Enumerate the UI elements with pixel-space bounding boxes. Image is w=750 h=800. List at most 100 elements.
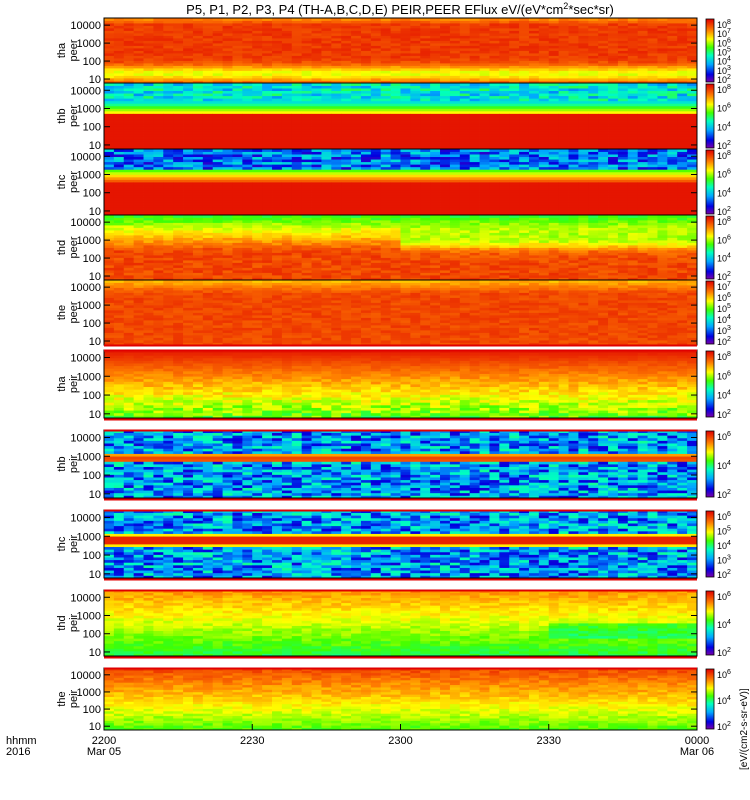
- x-tick-date: Mar 05: [87, 746, 121, 758]
- panel-thd-peer: 10 100 1000 10000 thdpeer 102 104 106 108: [56, 214, 731, 283]
- colorbar-tick-label: 108: [717, 84, 731, 95]
- spectrogram-the-peer: [104, 280, 698, 346]
- colorbar-tick-label: 106: [717, 169, 731, 180]
- spectrogram-thc-peir: [104, 510, 698, 579]
- panel-separator: [104, 344, 697, 352]
- y-tick-label: 10000: [70, 282, 101, 294]
- y-tick-label: 10: [89, 721, 101, 733]
- y-tick-label: 10: [89, 489, 101, 501]
- colorbar-tick-label: 102: [717, 647, 731, 658]
- colorbar-thb-peer: [705, 83, 715, 149]
- y-tick-label: 1000: [77, 451, 101, 463]
- y-tick-label: 10: [89, 569, 101, 581]
- x-tick-label: 2230: [240, 735, 264, 747]
- colorbar-tick-label: 106: [717, 292, 731, 303]
- colorbar-tick-label: 108: [717, 150, 731, 161]
- panel-separator: [104, 578, 697, 592]
- colorbar-unit-label: [eV/(cm2-s-sr-eV)]: [739, 688, 750, 770]
- x-tick-label: 2200: [92, 735, 116, 747]
- colorbar-tick-label: 102: [717, 409, 731, 420]
- panel-label-thb-peir: thbpeir: [56, 454, 80, 473]
- y-tick-label: 10000: [70, 352, 101, 364]
- y-tick-label: 1000: [77, 610, 101, 622]
- colorbar-tick-label: 104: [717, 460, 731, 471]
- y-tick-label: 10: [89, 409, 101, 421]
- spectrogram-thd-peer: [104, 215, 698, 281]
- y-tick-label: 10000: [70, 217, 101, 229]
- colorbar-tick-label: 104: [717, 253, 731, 264]
- colorbar-tick-label: 103: [717, 555, 731, 566]
- y-tick-label: 10: [89, 271, 101, 283]
- colorbar-tick-label: 106: [717, 511, 731, 522]
- y-tick-label: 10: [89, 140, 101, 152]
- panel-thb-peer: 10 100 1000 10000 thbpeer 102 104 106 108: [56, 82, 731, 152]
- y-tick-label: 10: [89, 336, 101, 348]
- y-tick-label: 100: [83, 550, 101, 562]
- y-tick-label: 10: [89, 74, 101, 86]
- colorbar-thd-peir: [705, 590, 715, 656]
- colorbar-the-peir: [705, 668, 715, 730]
- colorbar-tick-label: 102: [717, 74, 731, 85]
- y-tick-label: 1000: [77, 300, 101, 312]
- spectrogram-tha-peer: [104, 18, 698, 84]
- y-tick-label: 100: [83, 318, 101, 330]
- y-tick-label: 1000: [77, 235, 101, 247]
- spectrogram-thb-peir: [104, 430, 698, 499]
- colorbar-tha-peir: [705, 350, 715, 418]
- colorbar-tick-label: 104: [717, 695, 731, 706]
- panel-label-thd-peer: thdpeer: [56, 236, 80, 258]
- panel-tha-peer: 10 100 1000 10000 thapeer 1021031041051061071…: [56, 17, 731, 86]
- colorbar-tick-label: 102: [717, 140, 731, 151]
- panel-label-thc-peir: thcpeir: [56, 534, 80, 553]
- y-tick-label: 1000: [77, 531, 101, 543]
- y-tick-label: 10000: [70, 670, 101, 682]
- panel-tha-peir: 10 100 1000 10000 thapeir 102 104 106 108: [56, 344, 731, 421]
- colorbar-tick-label: 106: [717, 37, 731, 48]
- colorbar-tick-label: 104: [717, 314, 731, 325]
- panel-the-peir: 10 100 1000 10000 thepeir 102 104 106: [56, 656, 731, 733]
- y-tick-label: 1000: [77, 371, 101, 383]
- panel-label-the-peer: thepeer: [56, 301, 80, 323]
- y-tick-label: 10000: [70, 512, 101, 524]
- y-tick-label: 10: [89, 647, 101, 659]
- colorbar-tick-label: 106: [717, 370, 731, 381]
- panel-thc-peir: 10 100 1000 10000 thcpeir 102 103 104 105 106: [56, 498, 731, 581]
- y-tick-label: 100: [83, 56, 101, 68]
- y-tick-label: 100: [83, 470, 101, 482]
- colorbar-tick-label: 102: [717, 489, 731, 500]
- y-tick-label: 1000: [77, 169, 101, 181]
- colorbar-tha-peer: [705, 18, 715, 83]
- y-tick-label: 100: [83, 390, 101, 402]
- colorbar-tick-label: 105: [717, 47, 731, 58]
- colorbar-tick-label: 108: [717, 216, 731, 227]
- spectrogram-the-peir: [104, 668, 698, 731]
- colorbar-the-peer: [705, 280, 715, 345]
- x-axis-label-format: hhmm: [6, 735, 37, 747]
- colorbar-tick-label: 104: [717, 187, 731, 198]
- panel-separator: [104, 418, 697, 432]
- y-tick-label: 10: [89, 206, 101, 218]
- colorbar-tick-label: 102: [717, 336, 731, 347]
- colorbar-tick-label: 106: [717, 431, 731, 442]
- y-tick-label: 100: [83, 188, 101, 200]
- panel-stack: 10100100010000thapeer1021031041051061071…: [56, 17, 731, 733]
- colorbar-tick-label: 106: [717, 591, 731, 602]
- colorbar-thb-peir: [705, 430, 715, 498]
- spectrogram-thb-peer: [104, 83, 698, 150]
- panel-label-thc-peer: thcpeer: [56, 171, 80, 193]
- colorbar-thc-peir: [705, 510, 715, 578]
- y-tick-label: 10000: [70, 151, 101, 163]
- colorbar-tick-label: 104: [717, 619, 731, 630]
- x-tick-label: 2330: [537, 735, 561, 747]
- x-tick-label: 2300: [388, 735, 412, 747]
- colorbar-tick-label: 104: [717, 121, 731, 132]
- panel-label-the-peir: thepeir: [56, 689, 80, 708]
- y-tick-label: 10000: [70, 20, 101, 32]
- x-tick-date: Mar 06: [680, 746, 714, 758]
- colorbar-tick-label: 106: [717, 234, 731, 245]
- colorbar-thd-peer: [705, 215, 715, 280]
- y-tick-label: 10000: [70, 432, 101, 444]
- panel-label-thb-peer: thbpeer: [56, 105, 80, 127]
